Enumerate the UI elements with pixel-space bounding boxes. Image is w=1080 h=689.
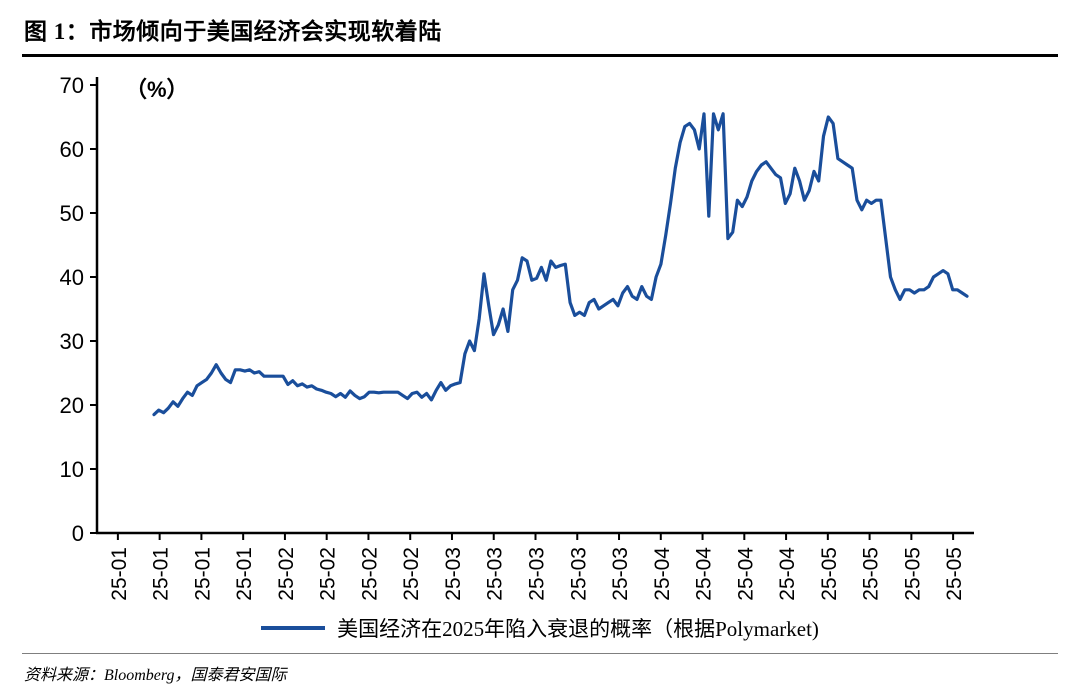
svg-text:25-04: 25-04 — [734, 547, 757, 601]
svg-text:25-02: 25-02 — [317, 547, 340, 601]
svg-text:（%）: （%） — [125, 77, 189, 102]
svg-text:25-03: 25-03 — [567, 547, 590, 601]
svg-text:25-01: 25-01 — [108, 547, 131, 601]
svg-text:10: 10 — [60, 457, 84, 482]
svg-text:25-05: 25-05 — [943, 547, 966, 601]
svg-text:25-05: 25-05 — [901, 547, 924, 601]
svg-text:30: 30 — [60, 329, 84, 354]
svg-text:0: 0 — [72, 521, 84, 546]
legend: 美国经济在2025年陷入衰退的概率（根据Polymarket) — [22, 613, 1058, 643]
svg-text:40: 40 — [60, 265, 84, 290]
svg-text:25-03: 25-03 — [442, 547, 465, 601]
svg-text:25-03: 25-03 — [526, 547, 549, 601]
legend-label: 美国经济在2025年陷入衰退的概率（根据Polymarket) — [337, 617, 819, 641]
svg-text:25-02: 25-02 — [358, 547, 381, 601]
chart-title: 图 1：市场倾向于美国经济会实现软着陆 — [24, 19, 442, 44]
legend-line-swatch — [261, 626, 326, 630]
svg-text:60: 60 — [60, 137, 84, 162]
svg-text:25-01: 25-01 — [150, 547, 173, 601]
svg-text:25-02: 25-02 — [275, 547, 298, 601]
svg-text:25-05: 25-05 — [818, 547, 841, 601]
svg-text:25-04: 25-04 — [776, 547, 799, 601]
svg-text:25-04: 25-04 — [693, 547, 716, 601]
svg-text:25-04: 25-04 — [651, 547, 674, 601]
svg-text:25-05: 25-05 — [860, 547, 883, 601]
svg-text:50: 50 — [60, 201, 84, 226]
chart-canvas: 0 10 20 30 40 50 60 70 25-01 25-01 25-01 25-01 25-02… — [60, 73, 974, 601]
svg-text:70: 70 — [60, 73, 84, 98]
svg-text:20: 20 — [60, 393, 84, 418]
line-chart: 0 10 20 30 40 50 60 70 25-01 25-01 25-01 25-01 25-02… — [22, 61, 1058, 617]
source-text: 资料来源：Bloomberg，国泰君安国际 — [24, 667, 287, 684]
svg-text:25-03: 25-03 — [484, 547, 507, 601]
chart-header: 图 1：市场倾向于美国经济会实现软着陆 — [22, 6, 1058, 57]
source-footer: 资料来源：Bloomberg，国泰君安国际 — [22, 653, 1058, 685]
svg-text:25-01: 25-01 — [233, 547, 256, 601]
svg-text:25-03: 25-03 — [609, 547, 632, 601]
svg-text:25-02: 25-02 — [400, 547, 423, 601]
svg-text:25-01: 25-01 — [191, 547, 214, 601]
